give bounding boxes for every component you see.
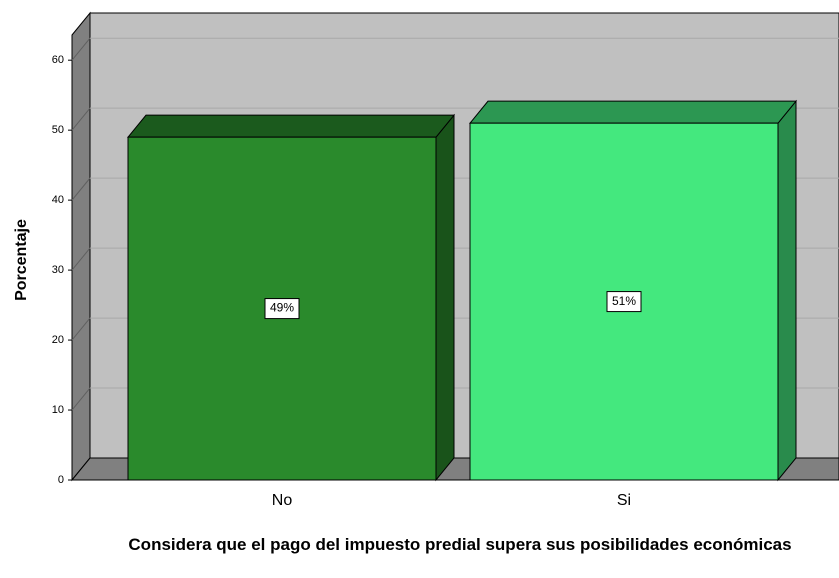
bar-top — [126, 114, 456, 138]
grid-line — [71, 247, 91, 271]
grid-line — [71, 177, 91, 201]
value-label-box — [264, 298, 300, 320]
y-tick-label: 60 — [52, 54, 64, 66]
bar-side — [435, 113, 455, 482]
y-tick-label: 0 — [58, 474, 64, 486]
y-tick-label: 10 — [52, 404, 64, 416]
bar-top — [468, 100, 798, 124]
value-label-box — [606, 291, 642, 313]
x-axis-label: Considera que el pago del impuesto predi… — [128, 535, 792, 554]
grid-line — [71, 387, 91, 411]
value-label: 51% — [612, 294, 636, 308]
grid-line — [71, 37, 91, 61]
y-tick-label: 40 — [52, 194, 64, 206]
y-tick-label: 20 — [52, 334, 64, 346]
x-tick-label: No — [272, 492, 293, 509]
y-tick-label: 50 — [52, 124, 64, 136]
value-label: 49% — [270, 301, 294, 315]
y-axis-label: Porcentaje — [13, 219, 30, 301]
y-tick-label: 30 — [52, 264, 64, 276]
grid-line — [71, 107, 91, 131]
grid-line — [71, 317, 91, 341]
x-tick-label: Si — [617, 492, 631, 509]
left-wall — [71, 11, 91, 482]
bar-side — [777, 99, 797, 482]
